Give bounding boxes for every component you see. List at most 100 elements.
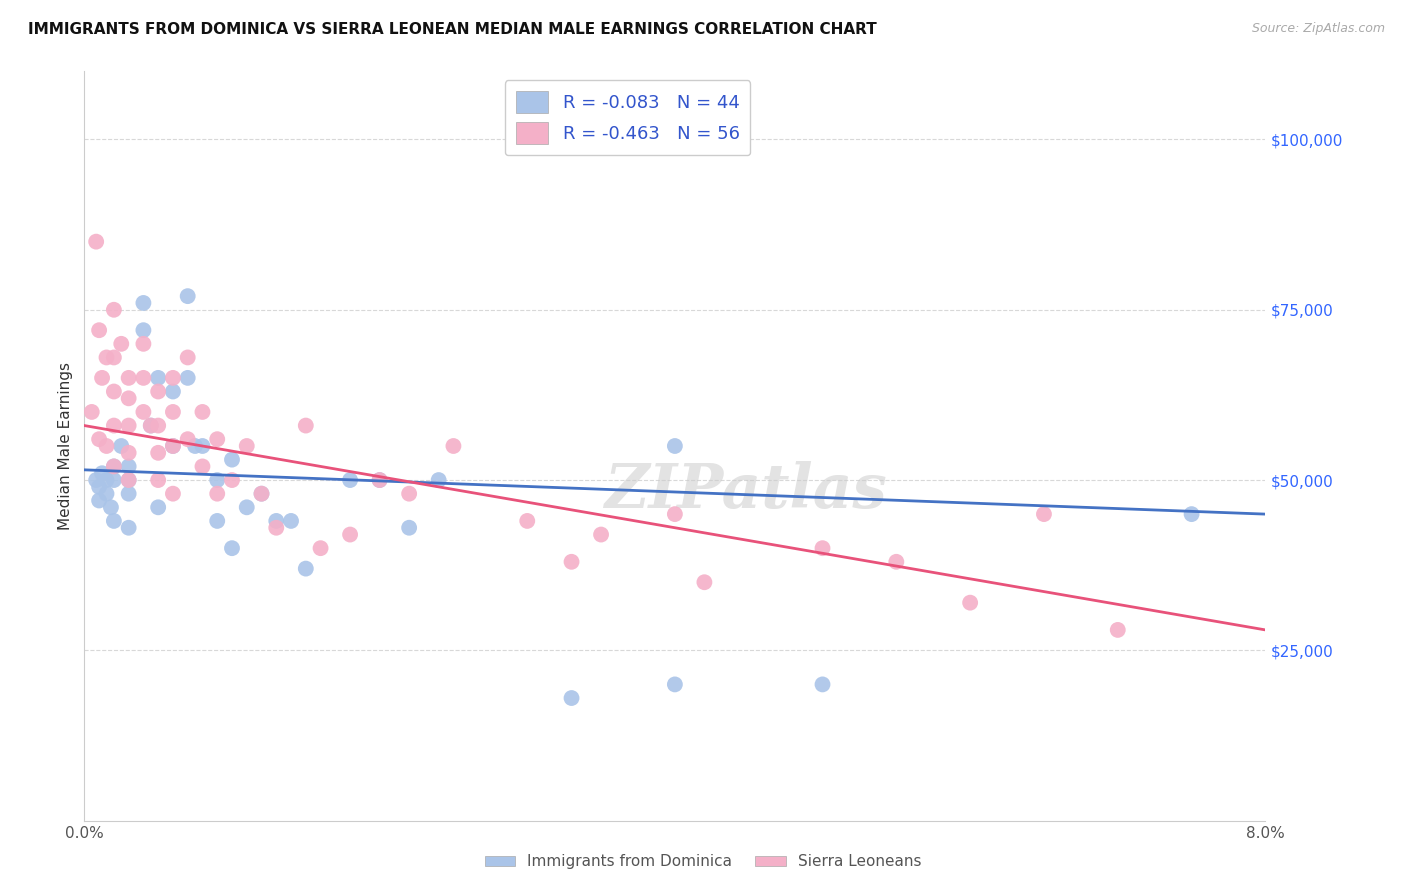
Point [139,418,162,433]
Point [100,500,122,515]
Point [339,473,361,487]
Point [103,473,125,487]
Point [118,418,141,433]
Point [191,405,214,419]
Point [280,514,302,528]
Point [162,384,184,399]
Point [295,561,318,575]
Point [132,336,155,351]
Point [959,596,981,610]
Point [561,691,583,706]
Point [162,405,184,419]
Point [118,392,141,406]
Point [886,555,908,569]
Point [103,459,125,474]
Point [207,514,229,528]
Point [177,351,200,365]
Point [221,541,243,556]
Point [184,439,207,453]
Point [177,289,200,303]
Point [250,486,273,500]
Point [177,371,200,385]
Point [84,235,107,249]
Point [1107,623,1129,637]
Point [1181,507,1204,521]
Point [264,521,288,535]
Point [398,486,420,500]
Point [295,418,318,433]
Point [207,432,229,446]
Point [132,371,155,385]
Point [148,500,170,515]
Point [191,459,214,474]
Point [516,514,538,528]
Point [207,486,229,500]
Point [664,677,686,691]
Point [191,439,214,453]
Point [693,575,716,590]
Point [148,418,170,433]
Point [118,521,141,535]
Point [96,486,118,500]
Point [162,371,184,385]
Text: ZIPatlas: ZIPatlas [605,461,887,521]
Point [1033,507,1056,521]
Point [87,493,111,508]
Point [132,296,155,310]
Point [103,384,125,399]
Point [103,351,125,365]
Point [96,439,118,453]
Point [811,541,834,556]
Point [110,439,132,453]
Point [398,521,420,535]
Point [443,439,465,453]
Point [103,514,125,528]
Point [118,371,141,385]
Point [118,446,141,460]
Point [103,302,125,317]
Point [177,432,200,446]
Point [264,514,288,528]
Point [148,371,170,385]
Point [162,439,184,453]
Point [84,473,107,487]
Point [162,486,184,500]
Point [118,459,141,474]
Text: Source: ZipAtlas.com: Source: ZipAtlas.com [1251,22,1385,36]
Point [664,439,686,453]
Point [132,405,155,419]
Point [235,439,259,453]
Point [87,323,111,337]
Point [87,480,111,494]
Point [103,459,125,474]
Point [118,486,141,500]
Point [148,384,170,399]
Point [309,541,332,556]
Point [148,473,170,487]
Point [207,473,229,487]
Point [132,323,155,337]
Point [235,500,259,515]
Point [664,507,686,521]
Y-axis label: Median Male Earnings: Median Male Earnings [58,362,73,530]
Point [561,555,583,569]
Point [96,351,118,365]
Point [811,677,834,691]
Point [250,486,273,500]
Legend: R = -0.083   N = 44, R = -0.463   N = 56: R = -0.083 N = 44, R = -0.463 N = 56 [505,80,751,155]
Point [118,473,141,487]
Point [221,452,243,467]
Point [80,405,103,419]
Point [591,527,613,541]
Text: IMMIGRANTS FROM DOMINICA VS SIERRA LEONEAN MEDIAN MALE EARNINGS CORRELATION CHAR: IMMIGRANTS FROM DOMINICA VS SIERRA LEONE… [28,22,877,37]
Point [221,473,243,487]
Point [139,418,162,433]
Point [148,446,170,460]
Point [96,473,118,487]
Point [91,467,114,481]
Point [103,418,125,433]
Point [110,336,132,351]
Point [91,371,114,385]
Legend: Immigrants from Dominica, Sierra Leoneans: Immigrants from Dominica, Sierra Leonean… [478,848,928,875]
Point [162,439,184,453]
